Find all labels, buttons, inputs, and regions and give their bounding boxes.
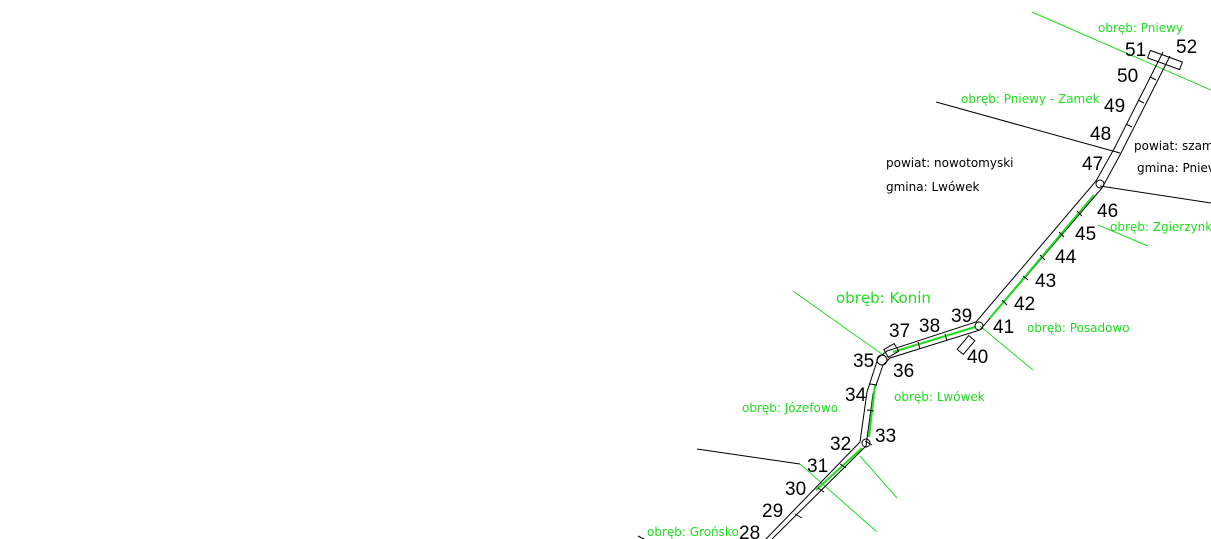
station-label: 40 [967,347,988,368]
station-label: 34 [845,385,867,406]
obreb-label-zgierzynka: obręb: Zgierzynka [1110,220,1211,234]
crossing-37 [883,342,900,359]
station-label: 31 [807,456,828,477]
corridor-left-edge [765,51,1164,539]
boundary-line-gronsko [696,448,801,465]
admin-label-right-gmina: gmina: Pniev [1137,161,1211,175]
admin-label-left-powiat: powiat: nowotomyski [886,156,1014,170]
station-label: 32 [830,434,851,455]
station-label: 50 [1117,66,1138,87]
station-label: 28 [739,523,760,539]
node-46 [1095,179,1105,189]
station-labels: 28 29 30 31 32 33 34 35 36 37 38 39 40 4… [739,37,1197,539]
station-label: 52 [1176,37,1197,58]
obreb-label-lwowek: obręb: Lwówek [894,390,985,404]
station-label: 46 [1097,201,1118,222]
obreb-line-zgierzynka [1097,224,1149,247]
admin-label-left-gmina: gmina: Lwówek [886,180,979,194]
obreb-line-konin [792,290,887,358]
obreb-line-jozefowo-lwowek [859,455,898,499]
obreb-line-gronsko [799,463,878,533]
corridor-right-edge [771,55,1171,539]
station-label: 38 [919,316,940,337]
obreb-lines [792,11,1211,533]
crossing-40 [956,334,976,356]
station-label: 45 [1075,224,1096,245]
boundary-lines [637,101,1211,539]
crossing-52 [1147,49,1183,71]
station-label: 44 [1055,247,1077,268]
station-label: 49 [1104,96,1125,117]
boundary-line-pniewy-zamek [935,101,1121,154]
station-label: 43 [1035,271,1056,292]
station-ticks [794,76,1157,519]
station-label: 30 [785,479,806,500]
obreb-label-konin: obręb: Konin [836,289,931,307]
obreb-label-posadowo: obręb: Posadowo [1027,321,1130,335]
obreb-line-posadowo [979,325,1034,371]
obreb-label-pniewy-zamek: obręb: Pniewy - Zamek [961,92,1100,106]
obreb-label-jozefowo: obręb: Józefowo [742,401,838,415]
station-label: 42 [1014,294,1035,315]
obreb-label-pniewy: obręb: Pniewy [1098,21,1183,35]
admin-label-right-powiat: powiat: szam [1134,139,1211,153]
node-35 [876,354,888,366]
obreb-label-gronsko: obręb: Grońsko [647,525,739,539]
boundary-line-powiat-right [1099,185,1211,204]
station-label: 29 [762,501,783,522]
obreb-line-pniewy [1031,11,1211,91]
node-33 [861,438,871,448]
station-label: 33 [875,426,896,447]
station-label: 48 [1090,124,1111,145]
node-41 [974,321,984,331]
station-label: 41 [993,317,1014,338]
station-label: 51 [1125,40,1146,61]
station-label: 47 [1082,154,1103,175]
station-label: 36 [893,361,914,382]
pipeline-corridor [765,49,1183,539]
station-label: 37 [889,321,910,342]
station-label: 39 [951,306,972,327]
station-label: 35 [853,351,874,372]
